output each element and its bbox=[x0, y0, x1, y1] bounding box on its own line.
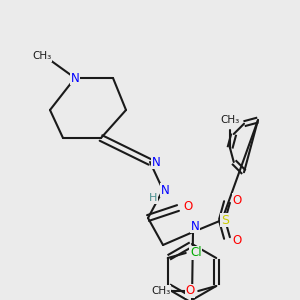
Text: N: N bbox=[190, 220, 200, 232]
Text: CH₃: CH₃ bbox=[32, 51, 52, 61]
Text: S: S bbox=[221, 214, 229, 226]
Text: H: H bbox=[149, 193, 157, 203]
Text: O: O bbox=[183, 200, 193, 212]
Text: N: N bbox=[160, 184, 169, 196]
Text: O: O bbox=[186, 284, 195, 298]
Text: CH₃: CH₃ bbox=[152, 286, 171, 296]
Text: N: N bbox=[70, 71, 80, 85]
Text: N: N bbox=[152, 155, 160, 169]
Text: CH₃: CH₃ bbox=[220, 115, 240, 125]
Text: Cl: Cl bbox=[190, 247, 202, 260]
Text: O: O bbox=[232, 194, 242, 206]
Text: O: O bbox=[232, 233, 242, 247]
